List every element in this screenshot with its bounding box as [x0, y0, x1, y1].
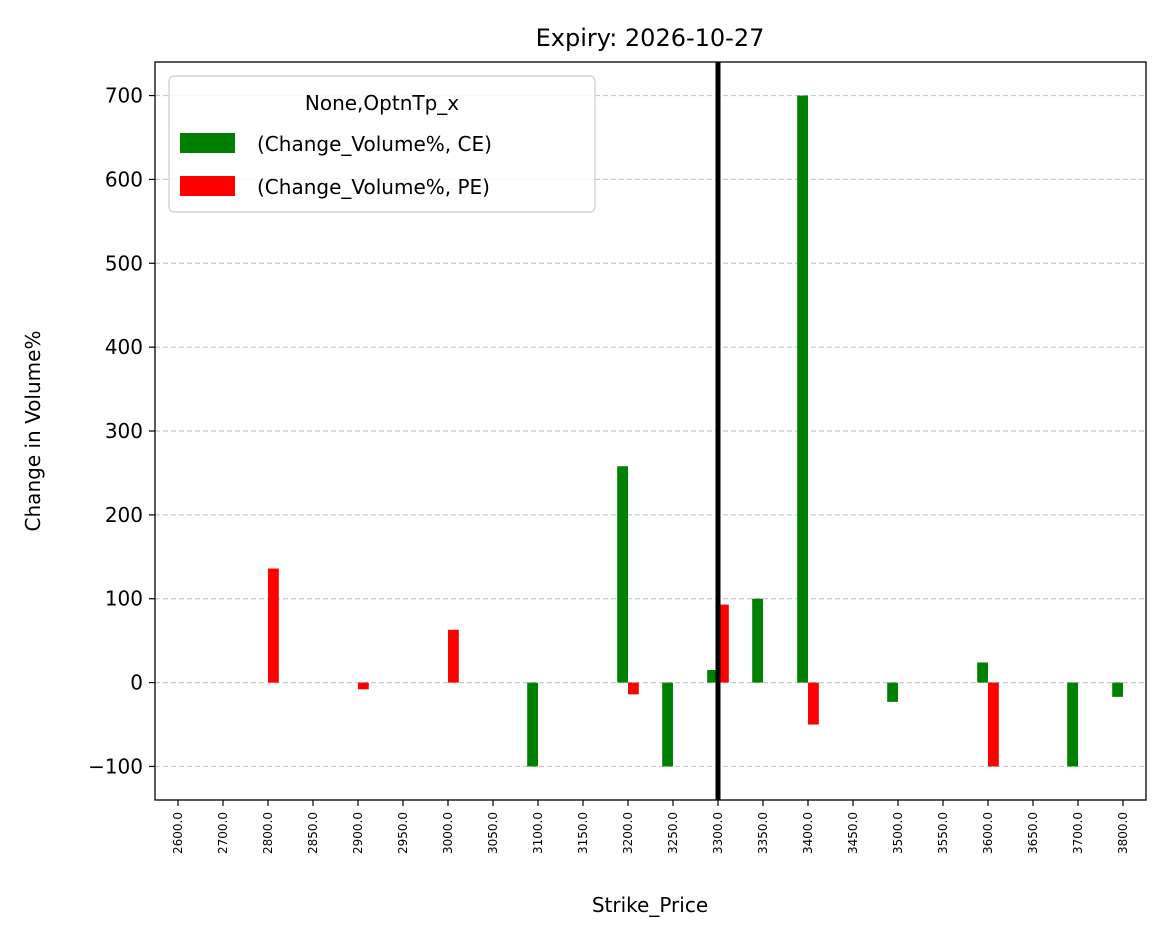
- bar-ce: [797, 95, 808, 683]
- y-tick-label: 100: [105, 587, 143, 611]
- chart-title: Expiry: 2026-10-27: [536, 24, 765, 52]
- bar-pe: [628, 682, 639, 695]
- y-tick-label: 600: [105, 167, 143, 191]
- x-tick-label: 3500.0: [891, 812, 905, 854]
- x-tick-label: 3150.0: [576, 812, 590, 854]
- x-tick-label: 3450.0: [846, 812, 860, 854]
- x-tick-label: 3200.0: [621, 812, 635, 854]
- y-tick-label: 400: [105, 335, 143, 359]
- x-tick-label: 2800.0: [261, 812, 275, 854]
- x-tick-label: 3050.0: [486, 812, 500, 854]
- bar-pe: [988, 682, 999, 767]
- x-tick-label: 3300.0: [711, 812, 725, 854]
- x-tick-label: 2900.0: [351, 812, 365, 854]
- x-tick-label: 3650.0: [1026, 812, 1040, 854]
- bar-ce: [752, 598, 763, 683]
- bar-ce: [977, 662, 988, 683]
- bar-pe: [268, 568, 279, 683]
- bar-ce: [707, 670, 718, 683]
- x-tick-label: 3000.0: [441, 812, 455, 854]
- x-tick-label: 3600.0: [981, 812, 995, 854]
- x-tick-label: 3400.0: [801, 812, 815, 854]
- bar-pe: [718, 604, 729, 683]
- bar-ce: [527, 682, 538, 767]
- x-tick-label: 3800.0: [1116, 812, 1130, 854]
- bar-ce: [662, 682, 673, 767]
- legend-swatch-ce: [180, 133, 235, 153]
- x-tick-label: 2600.0: [171, 812, 185, 854]
- legend-title: None,OptnTp_x: [305, 91, 459, 115]
- bar-ce: [1112, 682, 1123, 697]
- bar-ce: [617, 466, 628, 683]
- bar-ce: [1067, 682, 1078, 767]
- x-tick-label: 2850.0: [306, 812, 320, 854]
- bar-pe: [358, 682, 369, 690]
- legend-swatch-pe: [180, 176, 235, 196]
- x-tick-label: 3250.0: [666, 812, 680, 854]
- bars: [268, 95, 1123, 767]
- x-tick-label: 3550.0: [936, 812, 950, 854]
- y-tick-label: 200: [105, 503, 143, 527]
- x-tick-label: 2950.0: [396, 812, 410, 854]
- x-tick-label: 3350.0: [756, 812, 770, 854]
- y-tick-label: 300: [105, 419, 143, 443]
- legend-label-pe: (Change_Volume%, PE): [257, 175, 490, 199]
- x-tick-label: 3100.0: [531, 812, 545, 854]
- legend-frame: [168, 75, 596, 213]
- bar-pe: [808, 682, 819, 725]
- y-axis-label: Change in Volume%: [21, 331, 45, 532]
- y-axis: −100 0 100 200 300 400 500 600 700: [88, 84, 155, 778]
- legend-label-ce: (Change_Volume%, CE): [257, 132, 492, 156]
- x-axis: 2600.0 2700.0 2800.0 2850.0 2900.0 2950.0 3000…: [171, 800, 1130, 854]
- x-tick-label: 3700.0: [1071, 812, 1085, 854]
- y-tick-label: 500: [105, 251, 143, 275]
- legend: None,OptnTp_x (Change_Volume%, CE) (Chan…: [168, 75, 596, 213]
- y-tick-label: 0: [130, 671, 143, 695]
- x-tick-label: 2700.0: [216, 812, 230, 854]
- y-tick-label: −100: [88, 754, 143, 778]
- bar-pe: [448, 629, 459, 683]
- x-axis-label: Strike_Price: [592, 893, 708, 917]
- bar-ce: [887, 682, 898, 702]
- y-tick-label: 700: [105, 84, 143, 108]
